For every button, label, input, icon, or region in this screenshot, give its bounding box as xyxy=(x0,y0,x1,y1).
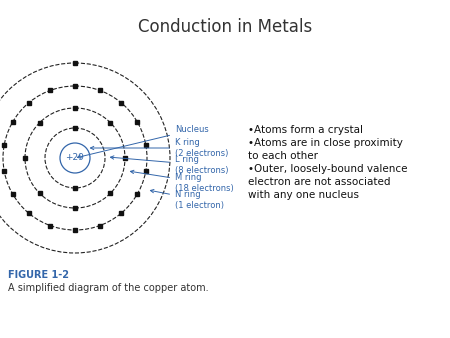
Text: Nucleus: Nucleus xyxy=(77,125,209,158)
Text: L ring
(8 electrons): L ring (8 electrons) xyxy=(110,155,229,175)
Text: A simplified diagram of the copper atom.: A simplified diagram of the copper atom. xyxy=(8,283,209,293)
Text: •Atoms form a crystal: •Atoms form a crystal xyxy=(248,125,363,135)
Text: •Outer, loosely-bound valence: •Outer, loosely-bound valence xyxy=(248,164,408,174)
Text: +29: +29 xyxy=(66,153,85,163)
Text: to each other: to each other xyxy=(248,151,318,161)
Text: M ring
(18 electrons): M ring (18 electrons) xyxy=(130,170,234,193)
Text: K ring
(2 electrons): K ring (2 electrons) xyxy=(90,138,228,158)
Text: N ring
(1 electron): N ring (1 electron) xyxy=(150,190,224,210)
Text: with any one nucleus: with any one nucleus xyxy=(248,190,359,200)
Text: •Atoms are in close proximity: •Atoms are in close proximity xyxy=(248,138,403,148)
Text: FIGURE 1-2: FIGURE 1-2 xyxy=(8,270,69,280)
Text: electron are not associated: electron are not associated xyxy=(248,177,391,187)
Text: Conduction in Metals: Conduction in Metals xyxy=(138,18,312,36)
